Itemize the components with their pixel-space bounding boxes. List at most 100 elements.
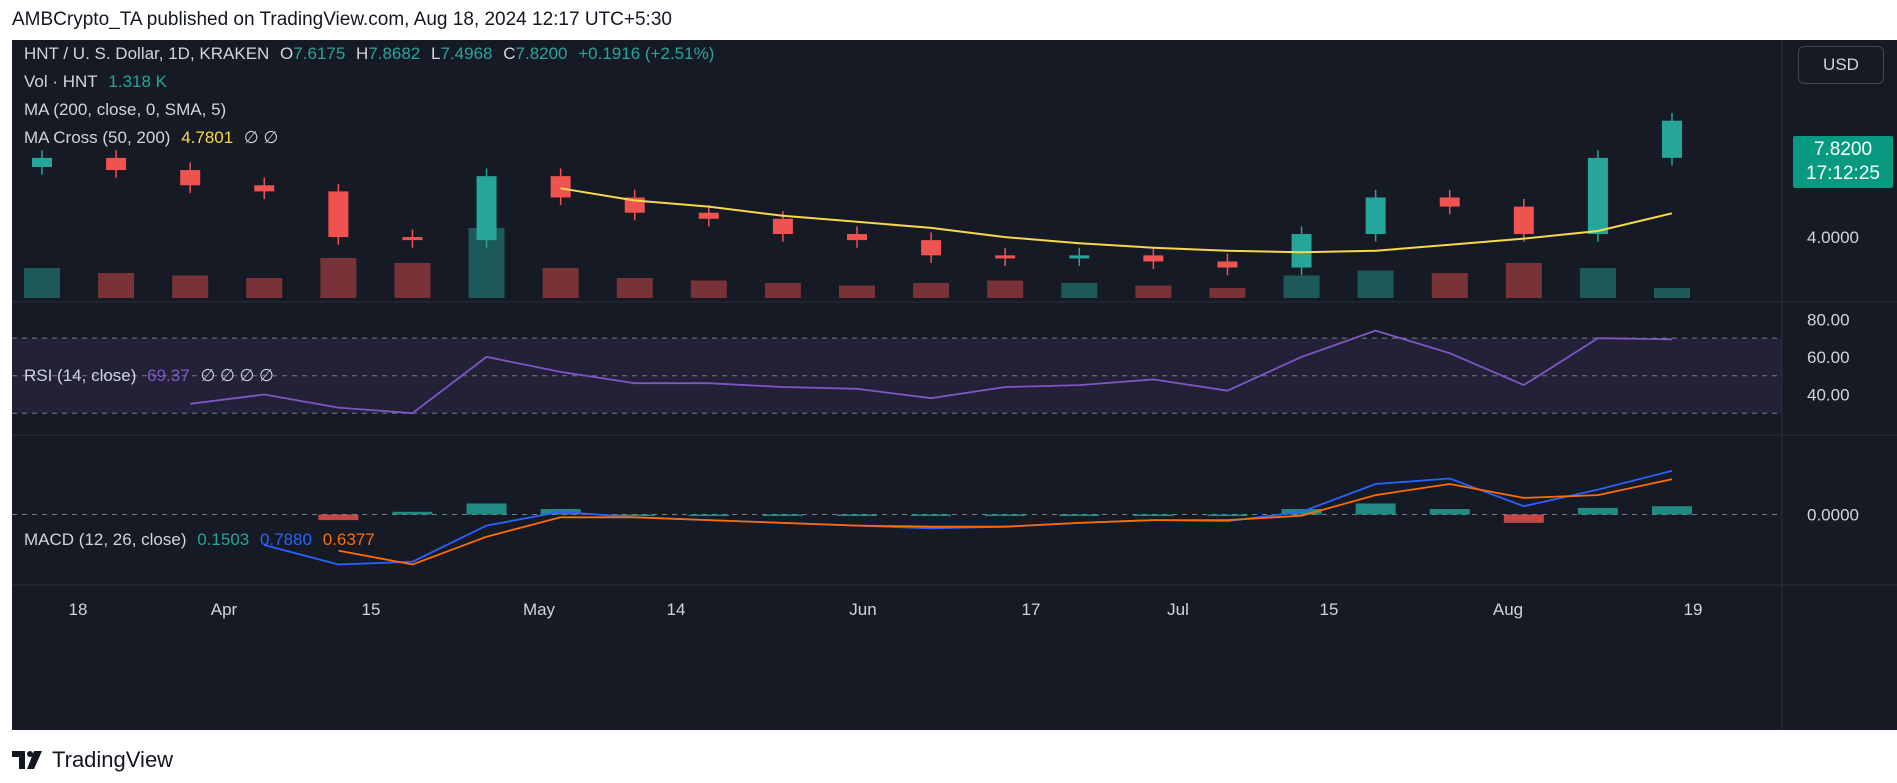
grid: [12, 40, 1897, 730]
close-value: 7.8200: [515, 44, 568, 63]
candle-body: [106, 157, 127, 171]
candle-body: [1069, 255, 1090, 259]
macd-histogram-bar: [1652, 506, 1692, 515]
macd-line: [264, 469, 1673, 566]
volume-bar: [1654, 288, 1690, 298]
macd-histogram-bar: [911, 514, 952, 517]
low-label: L: [431, 44, 441, 63]
macd-histogram-bar: [1207, 514, 1248, 517]
rsi-extra: ∅ ∅ ∅ ∅: [200, 366, 274, 385]
volume-bar: [1209, 288, 1246, 298]
tradingview-logo[interactable]: TradingView: [12, 747, 173, 773]
macd-signal-value: 0.6377: [322, 530, 375, 549]
candle-body: [1662, 120, 1682, 158]
ma-label: MA (200, close, 0, SMA, 5): [24, 100, 227, 119]
candle-body: [476, 176, 497, 241]
macd-line-value: 0.7880: [259, 530, 312, 549]
footer: TradingView: [0, 735, 1897, 783]
candle-body: [32, 157, 52, 168]
volume-bar: [1431, 273, 1468, 298]
volume-bar: [764, 283, 801, 298]
rsi-label: RSI (14, close): [24, 366, 137, 385]
time-axis-label: Apr: [211, 600, 238, 619]
ma-cross-line: [560, 187, 1673, 254]
volume-bar: [172, 275, 209, 298]
time-axis-label: May: [523, 600, 556, 619]
volume-bar: [1283, 275, 1320, 298]
candle-body: [1439, 197, 1460, 207]
volume-bar: [320, 258, 357, 298]
candle-body: [180, 170, 201, 186]
candle-body: [1291, 234, 1312, 268]
time-axis-label: 19: [1684, 600, 1703, 619]
change-value: +0.1916 (+2.51%): [578, 44, 715, 63]
volume-label: Vol · HNT: [24, 72, 98, 91]
candle-body: [328, 191, 349, 238]
macd-histogram-bar: [1059, 514, 1100, 517]
time-axis-label: 15: [362, 600, 381, 619]
open-value: 7.6175: [293, 44, 346, 63]
bar-countdown: 17:12:25: [1806, 163, 1880, 184]
rsi-axis-label: 80.00: [1807, 310, 1850, 329]
macd-histogram-bar: [688, 514, 729, 517]
ma-legend[interactable]: MA (200, close, 0, SMA, 5): [24, 100, 232, 120]
candle-body: [254, 185, 275, 192]
rsi-value: 69.37: [147, 366, 190, 385]
volume-bar: [1357, 270, 1394, 298]
open-label: O: [280, 44, 294, 63]
macd-histogram-bar: [1355, 503, 1396, 515]
time-axis-label: Aug: [1493, 600, 1523, 619]
rsi-pane: 80.00 60.00 40.00: [12, 310, 1850, 415]
last-price: 7.8200: [1813, 139, 1873, 160]
candle-body: [1143, 255, 1164, 262]
macd-histogram-bar: [985, 514, 1026, 517]
macd-axis-label: 0.0000: [1807, 506, 1859, 525]
brand-name: TradingView: [52, 747, 174, 772]
rsi-axis-label: 60.00: [1807, 348, 1850, 367]
candle-body: [1217, 261, 1238, 268]
volume-bar: [394, 263, 431, 298]
ma-cross-label: MA Cross (50, 200): [24, 128, 171, 147]
macd-legend[interactable]: MACD (12, 26, close) 0.1503 0.7880 0.637…: [24, 530, 381, 550]
macd-histogram-value: 0.1503: [197, 530, 250, 549]
volume-bar: [913, 283, 950, 298]
ma-cross-legend[interactable]: MA Cross (50, 200) 4.7801 ∅ ∅: [24, 128, 284, 148]
symbol-label: HNT / U. S. Dollar, 1D, KRAKEN: [24, 44, 270, 63]
time-axis-label: 17: [1022, 600, 1041, 619]
currency-button[interactable]: USD: [1798, 46, 1884, 84]
rsi-legend[interactable]: RSI (14, close) 69.37 ∅ ∅ ∅ ∅: [24, 366, 280, 386]
volume-bar: [839, 285, 875, 298]
volume-bar: [24, 268, 60, 298]
volume-bar: [246, 278, 283, 298]
candle-body: [1365, 197, 1386, 235]
macd-histogram-bar: [1577, 507, 1618, 515]
macd-histogram-bar: [1429, 509, 1470, 515]
macd-histogram-bar: [392, 511, 433, 515]
published-info: AMBCrypto_TA published on TradingView.co…: [12, 9, 672, 30]
macd-histogram-bar: [762, 514, 803, 517]
candle-body: [921, 240, 942, 256]
rsi-axis-label: 40.00: [1807, 385, 1850, 404]
ma-cross-value: 4.7801: [181, 128, 234, 147]
volume-bar: [1061, 283, 1098, 298]
volume-legend[interactable]: Vol · HNT 1.318 K: [24, 72, 173, 92]
macd-histogram-bar: [837, 514, 877, 517]
symbol-legend[interactable]: HNT / U. S. Dollar, 1D, KRAKEN O7.6175 H…: [24, 44, 720, 64]
volume-bar: [1579, 268, 1616, 298]
time-axis-label: Jul: [1167, 600, 1189, 619]
volume-bar: [1135, 285, 1172, 298]
close-label: C: [503, 44, 516, 63]
candle-body: [402, 237, 423, 241]
macd-pane: 0.0000: [12, 469, 1859, 566]
candle-body: [698, 212, 719, 219]
low-value: 7.4968: [440, 44, 493, 63]
macd-histogram-bar: [1133, 514, 1174, 517]
publication-header: AMBCrypto_TA published on TradingView.co…: [0, 0, 1897, 40]
ma-cross-extra: ∅ ∅: [243, 128, 279, 147]
time-axis-label: 18: [69, 600, 88, 619]
volume-bar: [1505, 263, 1542, 298]
high-label: H: [356, 44, 369, 63]
candle-body: [995, 255, 1016, 259]
